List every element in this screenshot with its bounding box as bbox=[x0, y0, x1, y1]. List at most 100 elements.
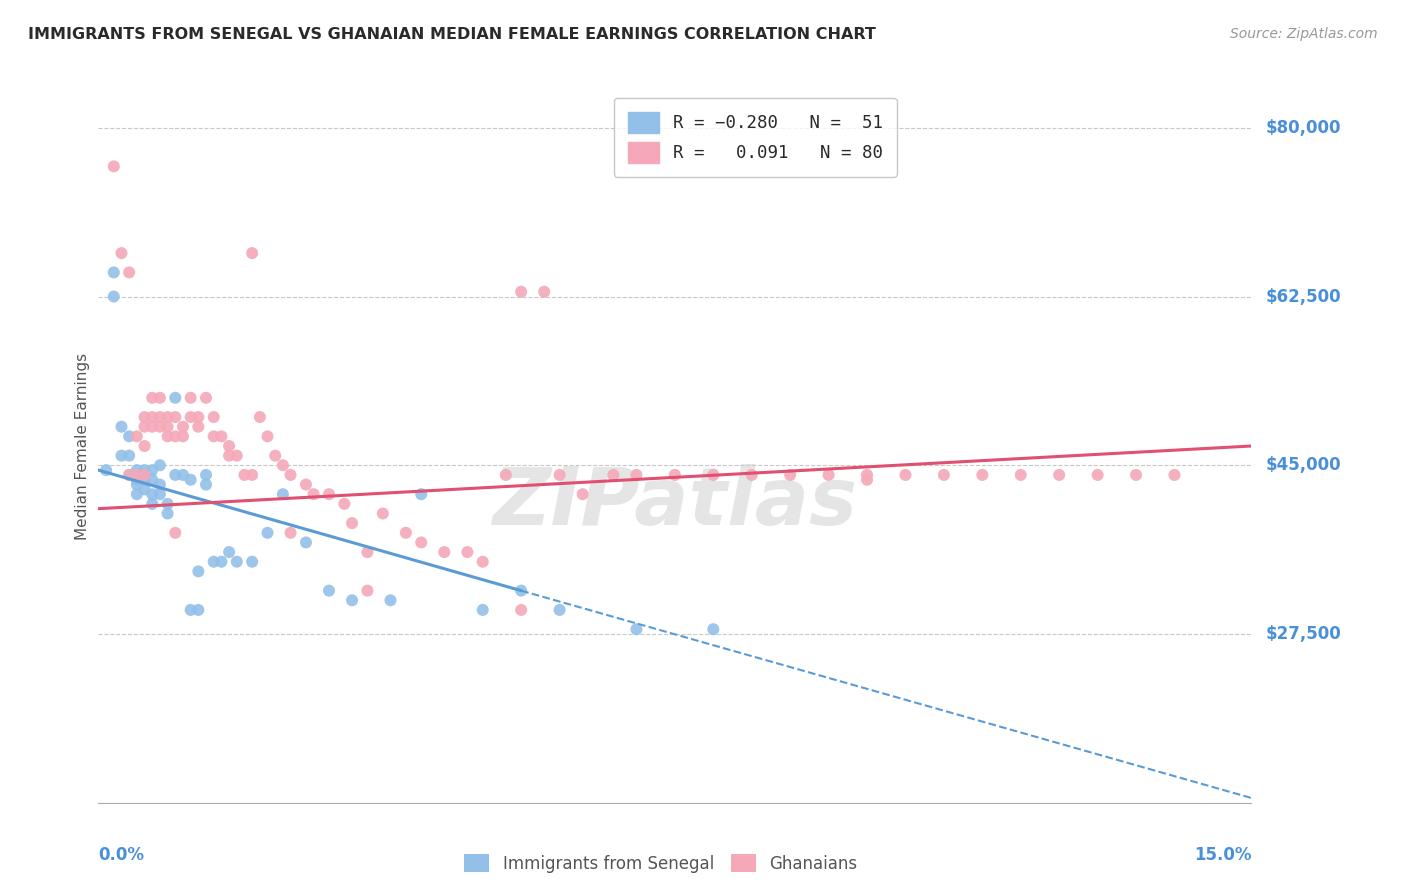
Point bbox=[202, 555, 225, 569]
Point bbox=[249, 410, 271, 425]
Point bbox=[141, 391, 163, 405]
Point bbox=[456, 545, 478, 559]
Text: Source: ZipAtlas.com: Source: ZipAtlas.com bbox=[1230, 27, 1378, 41]
Point bbox=[202, 429, 225, 443]
Point bbox=[156, 419, 179, 434]
Point bbox=[141, 487, 163, 501]
Text: $45,000: $45,000 bbox=[1265, 457, 1341, 475]
Text: 15.0%: 15.0% bbox=[1194, 846, 1251, 863]
Point bbox=[141, 463, 163, 477]
Point bbox=[256, 525, 278, 540]
Text: IMMIGRANTS FROM SENEGAL VS GHANAIAN MEDIAN FEMALE EARNINGS CORRELATION CHART: IMMIGRANTS FROM SENEGAL VS GHANAIAN MEDI… bbox=[28, 27, 876, 42]
Point bbox=[510, 583, 533, 598]
Point bbox=[356, 545, 378, 559]
Point bbox=[110, 419, 132, 434]
Point bbox=[187, 565, 209, 579]
Point bbox=[1163, 467, 1185, 482]
Point bbox=[134, 467, 156, 482]
Point bbox=[165, 525, 187, 540]
Point bbox=[118, 449, 141, 463]
Point bbox=[134, 439, 156, 453]
Point bbox=[165, 391, 187, 405]
Point bbox=[149, 477, 172, 491]
Point bbox=[264, 449, 287, 463]
Point bbox=[165, 467, 187, 482]
Point bbox=[340, 593, 363, 607]
Point bbox=[149, 487, 172, 501]
Point bbox=[1125, 467, 1147, 482]
Point bbox=[271, 487, 294, 501]
Point bbox=[1010, 467, 1032, 482]
Point bbox=[149, 410, 172, 425]
Point bbox=[602, 467, 624, 482]
Point bbox=[180, 391, 202, 405]
Point bbox=[118, 429, 141, 443]
Point bbox=[165, 410, 187, 425]
Point bbox=[340, 516, 363, 530]
Point bbox=[134, 419, 156, 434]
Point bbox=[149, 419, 172, 434]
Point bbox=[302, 487, 325, 501]
Point bbox=[972, 467, 994, 482]
Point bbox=[118, 467, 141, 482]
Point bbox=[932, 467, 955, 482]
Point bbox=[233, 467, 256, 482]
Point bbox=[626, 467, 648, 482]
Point bbox=[156, 497, 179, 511]
Point bbox=[256, 429, 278, 443]
Point bbox=[225, 555, 247, 569]
Point bbox=[110, 449, 132, 463]
Point bbox=[195, 467, 218, 482]
Point bbox=[134, 467, 156, 482]
Point bbox=[103, 265, 125, 279]
Point bbox=[202, 410, 225, 425]
Point bbox=[1087, 467, 1109, 482]
Point bbox=[894, 467, 917, 482]
Point bbox=[187, 419, 209, 434]
Point bbox=[134, 463, 156, 477]
Point bbox=[209, 429, 232, 443]
Point bbox=[134, 410, 156, 425]
Point bbox=[395, 525, 418, 540]
Point bbox=[318, 487, 340, 501]
Point bbox=[218, 449, 240, 463]
Point bbox=[156, 410, 179, 425]
Point bbox=[187, 603, 209, 617]
Point bbox=[141, 419, 163, 434]
Point bbox=[118, 265, 141, 279]
Point bbox=[141, 497, 163, 511]
Point bbox=[280, 525, 302, 540]
Point bbox=[779, 467, 801, 482]
Legend: Immigrants from Senegal, Ghanaians: Immigrants from Senegal, Ghanaians bbox=[458, 847, 863, 880]
Point bbox=[209, 555, 232, 569]
Point bbox=[571, 487, 593, 501]
Point bbox=[141, 410, 163, 425]
Point bbox=[702, 622, 724, 636]
Point bbox=[103, 159, 125, 173]
Point bbox=[225, 449, 247, 463]
Point bbox=[471, 603, 494, 617]
Point bbox=[103, 289, 125, 303]
Point bbox=[218, 545, 240, 559]
Point bbox=[741, 467, 763, 482]
Point bbox=[134, 473, 156, 487]
Point bbox=[856, 473, 879, 487]
Point bbox=[118, 467, 141, 482]
Legend: R = −0.280   N =  51, R =   0.091   N = 80: R = −0.280 N = 51, R = 0.091 N = 80 bbox=[614, 98, 897, 177]
Text: 0.0%: 0.0% bbox=[98, 846, 145, 863]
Point bbox=[195, 391, 218, 405]
Point bbox=[134, 483, 156, 497]
Point bbox=[356, 583, 378, 598]
Text: $80,000: $80,000 bbox=[1265, 119, 1341, 136]
Text: $27,500: $27,500 bbox=[1265, 625, 1341, 643]
Point bbox=[180, 473, 202, 487]
Point bbox=[295, 535, 318, 549]
Point bbox=[125, 477, 148, 491]
Point bbox=[240, 246, 263, 260]
Point bbox=[149, 458, 172, 473]
Point bbox=[218, 439, 240, 453]
Point bbox=[548, 467, 571, 482]
Point bbox=[433, 545, 456, 559]
Point bbox=[187, 410, 209, 425]
Point bbox=[141, 473, 163, 487]
